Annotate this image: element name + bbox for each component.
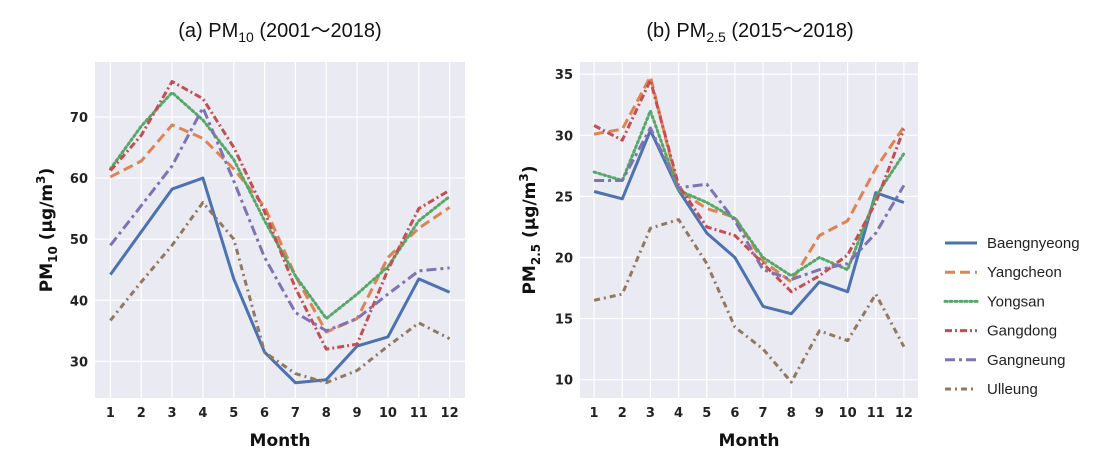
series-line-gangdong (593, 78, 906, 294)
x-tick-label: 7 (291, 406, 300, 421)
y-axis-label-base: PM (520, 265, 540, 294)
series-line-yongsan (108, 91, 452, 321)
y-tick-label: 30 (555, 129, 573, 144)
y-tick-label: 10 (555, 374, 573, 389)
legend-label-ulleung: Ulleung (987, 381, 1038, 398)
series-line-gangneung (109, 106, 450, 333)
x-tick-label: 8 (322, 406, 331, 421)
series-line-baengnyeong (109, 176, 451, 385)
y-axis-label-unit: (µg/m (520, 182, 540, 244)
x-tick-label: 6 (260, 406, 269, 421)
x-tick-label: 5 (702, 406, 711, 421)
chart-title-subscript: 2.5 (706, 29, 726, 45)
chart-title-suffix: (2001～2018) (254, 20, 382, 42)
x-tick-label: 7 (759, 406, 768, 421)
y-tick-label: 35 (555, 68, 573, 83)
chart-title-subscript: 10 (238, 29, 254, 45)
y-tick-label: 25 (555, 190, 573, 205)
x-tick-label: 9 (353, 406, 362, 421)
y-axis-label-unit: (µg/m (37, 184, 57, 246)
x-tick-label: 12 (441, 406, 459, 421)
x-tick-label: 10 (839, 406, 857, 421)
x-tick-label: 4 (198, 406, 207, 421)
y-tick-label: 70 (70, 111, 88, 126)
x-tick-label: 12 (895, 406, 913, 421)
x-tick-label: 4 (674, 406, 683, 421)
y-tick-label: 20 (555, 251, 573, 266)
chart-title: (b) PM2.5 (2015～2018) (646, 20, 853, 45)
y-axis-label-superscript: 3 (517, 173, 531, 181)
plot-area (95, 62, 465, 398)
chart-title-prefix: (a) PM (178, 20, 238, 42)
chart-title-prefix: (b) PM (646, 20, 706, 42)
legend-label-gangdong: Gangdong (987, 323, 1057, 340)
x-tick-label: 2 (137, 406, 146, 421)
chart-title: (a) PM10 (2001～2018) (178, 20, 381, 45)
y-tick-label: 60 (70, 172, 88, 187)
x-tick-label: 2 (618, 406, 627, 421)
x-tick-label: 1 (590, 406, 599, 421)
y-axis-label-close: ) (520, 165, 540, 173)
legend-label-baengnyeong: Baengnyeong (987, 235, 1080, 252)
x-tick-label: 5 (229, 406, 238, 421)
legend: Baengnyeong Yangcheon Yongsan Gangdong Gangn… (943, 235, 1080, 398)
series-line-gangneung (594, 126, 906, 281)
legend-label-gangneung: Gangneung (987, 352, 1065, 369)
x-tick-label: 3 (168, 406, 177, 421)
x-tick-label: 11 (867, 406, 885, 421)
x-tick-label: 10 (379, 406, 397, 421)
x-tick-label: 1 (106, 406, 115, 421)
y-axis-label-superscript: 3 (34, 176, 48, 184)
y-axis-label-subscript: 10 (46, 246, 60, 263)
legend-label-yongsan: Yongsan (987, 293, 1045, 310)
legend-label-yangcheon: Yangcheon (987, 264, 1062, 281)
y-axis-label-base: PM (37, 263, 57, 292)
y-tick-label: 50 (70, 233, 88, 248)
y-axis-label: PM10 (µg/m3) (34, 168, 60, 293)
chart-title-suffix: (2015～2018) (726, 20, 854, 42)
x-tick-label: 8 (787, 406, 796, 421)
series-line-baengnyeong (593, 128, 905, 316)
x-tick-label: 11 (410, 406, 428, 421)
x-tick-label: 3 (646, 406, 655, 421)
series-line-yangcheon (109, 123, 451, 334)
y-axis-label-close: ) (37, 168, 57, 176)
x-axis-label: Month (719, 431, 780, 451)
y-axis-label-subscript: 2.5 (529, 244, 543, 265)
y-tick-label: 15 (555, 313, 573, 328)
x-tick-label: 6 (730, 406, 739, 421)
x-tick-label: 9 (815, 406, 824, 421)
y-tick-label: 30 (70, 355, 88, 370)
y-axis-label: PM2.5 (µg/m3) (517, 165, 543, 294)
x-axis-label: Month (250, 431, 311, 451)
y-tick-label: 40 (70, 294, 88, 309)
